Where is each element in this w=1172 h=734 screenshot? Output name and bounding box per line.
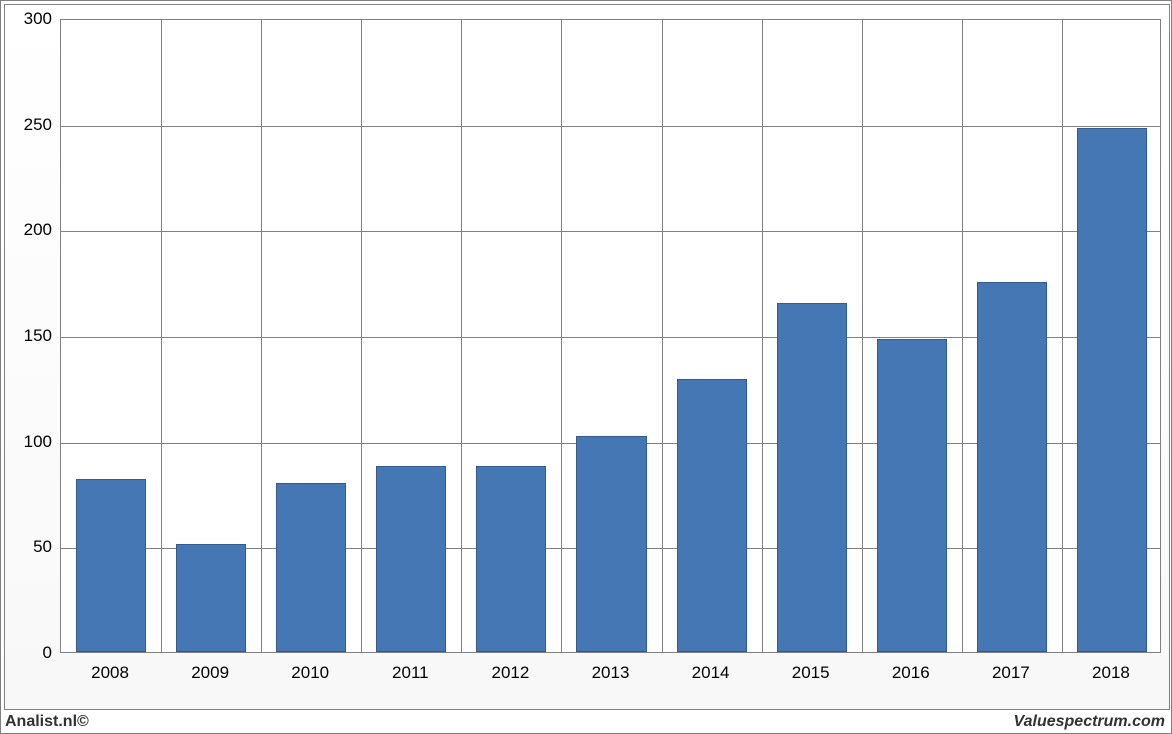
gridline-v — [561, 20, 562, 652]
footer-left: Analist.nl© — [5, 713, 89, 731]
bar — [777, 303, 847, 652]
x-tick-label: 2010 — [291, 663, 329, 683]
gridline-v — [1062, 20, 1063, 652]
bar — [677, 379, 747, 652]
bar — [376, 466, 446, 652]
x-tick-label: 2008 — [91, 663, 129, 683]
x-tick-label: 2017 — [992, 663, 1030, 683]
bar — [76, 479, 146, 652]
y-tick-label: 250 — [12, 115, 52, 135]
y-tick-label: 200 — [12, 220, 52, 240]
y-tick-label: 100 — [12, 432, 52, 452]
x-tick-label: 2014 — [692, 663, 730, 683]
bar — [476, 466, 546, 652]
gridline-h — [61, 231, 1160, 232]
y-tick-label: 50 — [12, 537, 52, 557]
bar — [1077, 128, 1147, 652]
y-tick-label: 300 — [12, 9, 52, 29]
bar — [977, 282, 1047, 652]
x-tick-label: 2015 — [792, 663, 830, 683]
y-tick-label: 0 — [12, 643, 52, 663]
gridline-h — [61, 126, 1160, 127]
x-tick-label: 2013 — [592, 663, 630, 683]
x-tick-label: 2018 — [1092, 663, 1130, 683]
bar — [276, 483, 346, 652]
gridline-v — [361, 20, 362, 652]
gridline-v — [762, 20, 763, 652]
x-tick-label: 2012 — [491, 663, 529, 683]
bar — [877, 339, 947, 652]
plot-area — [60, 19, 1161, 653]
x-tick-label: 2016 — [892, 663, 930, 683]
y-tick-label: 150 — [12, 326, 52, 346]
footer-right: Valuespectrum.com — [1014, 713, 1165, 731]
gridline-v — [261, 20, 262, 652]
gridline-v — [161, 20, 162, 652]
gridline-v — [461, 20, 462, 652]
gridline-v — [662, 20, 663, 652]
x-tick-label: 2011 — [392, 663, 429, 683]
gridline-v — [962, 20, 963, 652]
chart-inner: 0 50 100 150 200 250 300 2008 2009 2010 2011 2012 20… — [4, 4, 1170, 710]
bar — [176, 544, 246, 652]
chart-container: 0 50 100 150 200 250 300 2008 2009 2010 2011 2012 20… — [0, 0, 1172, 734]
gridline-v — [862, 20, 863, 652]
bar — [576, 436, 646, 652]
x-tick-label: 2009 — [191, 663, 229, 683]
